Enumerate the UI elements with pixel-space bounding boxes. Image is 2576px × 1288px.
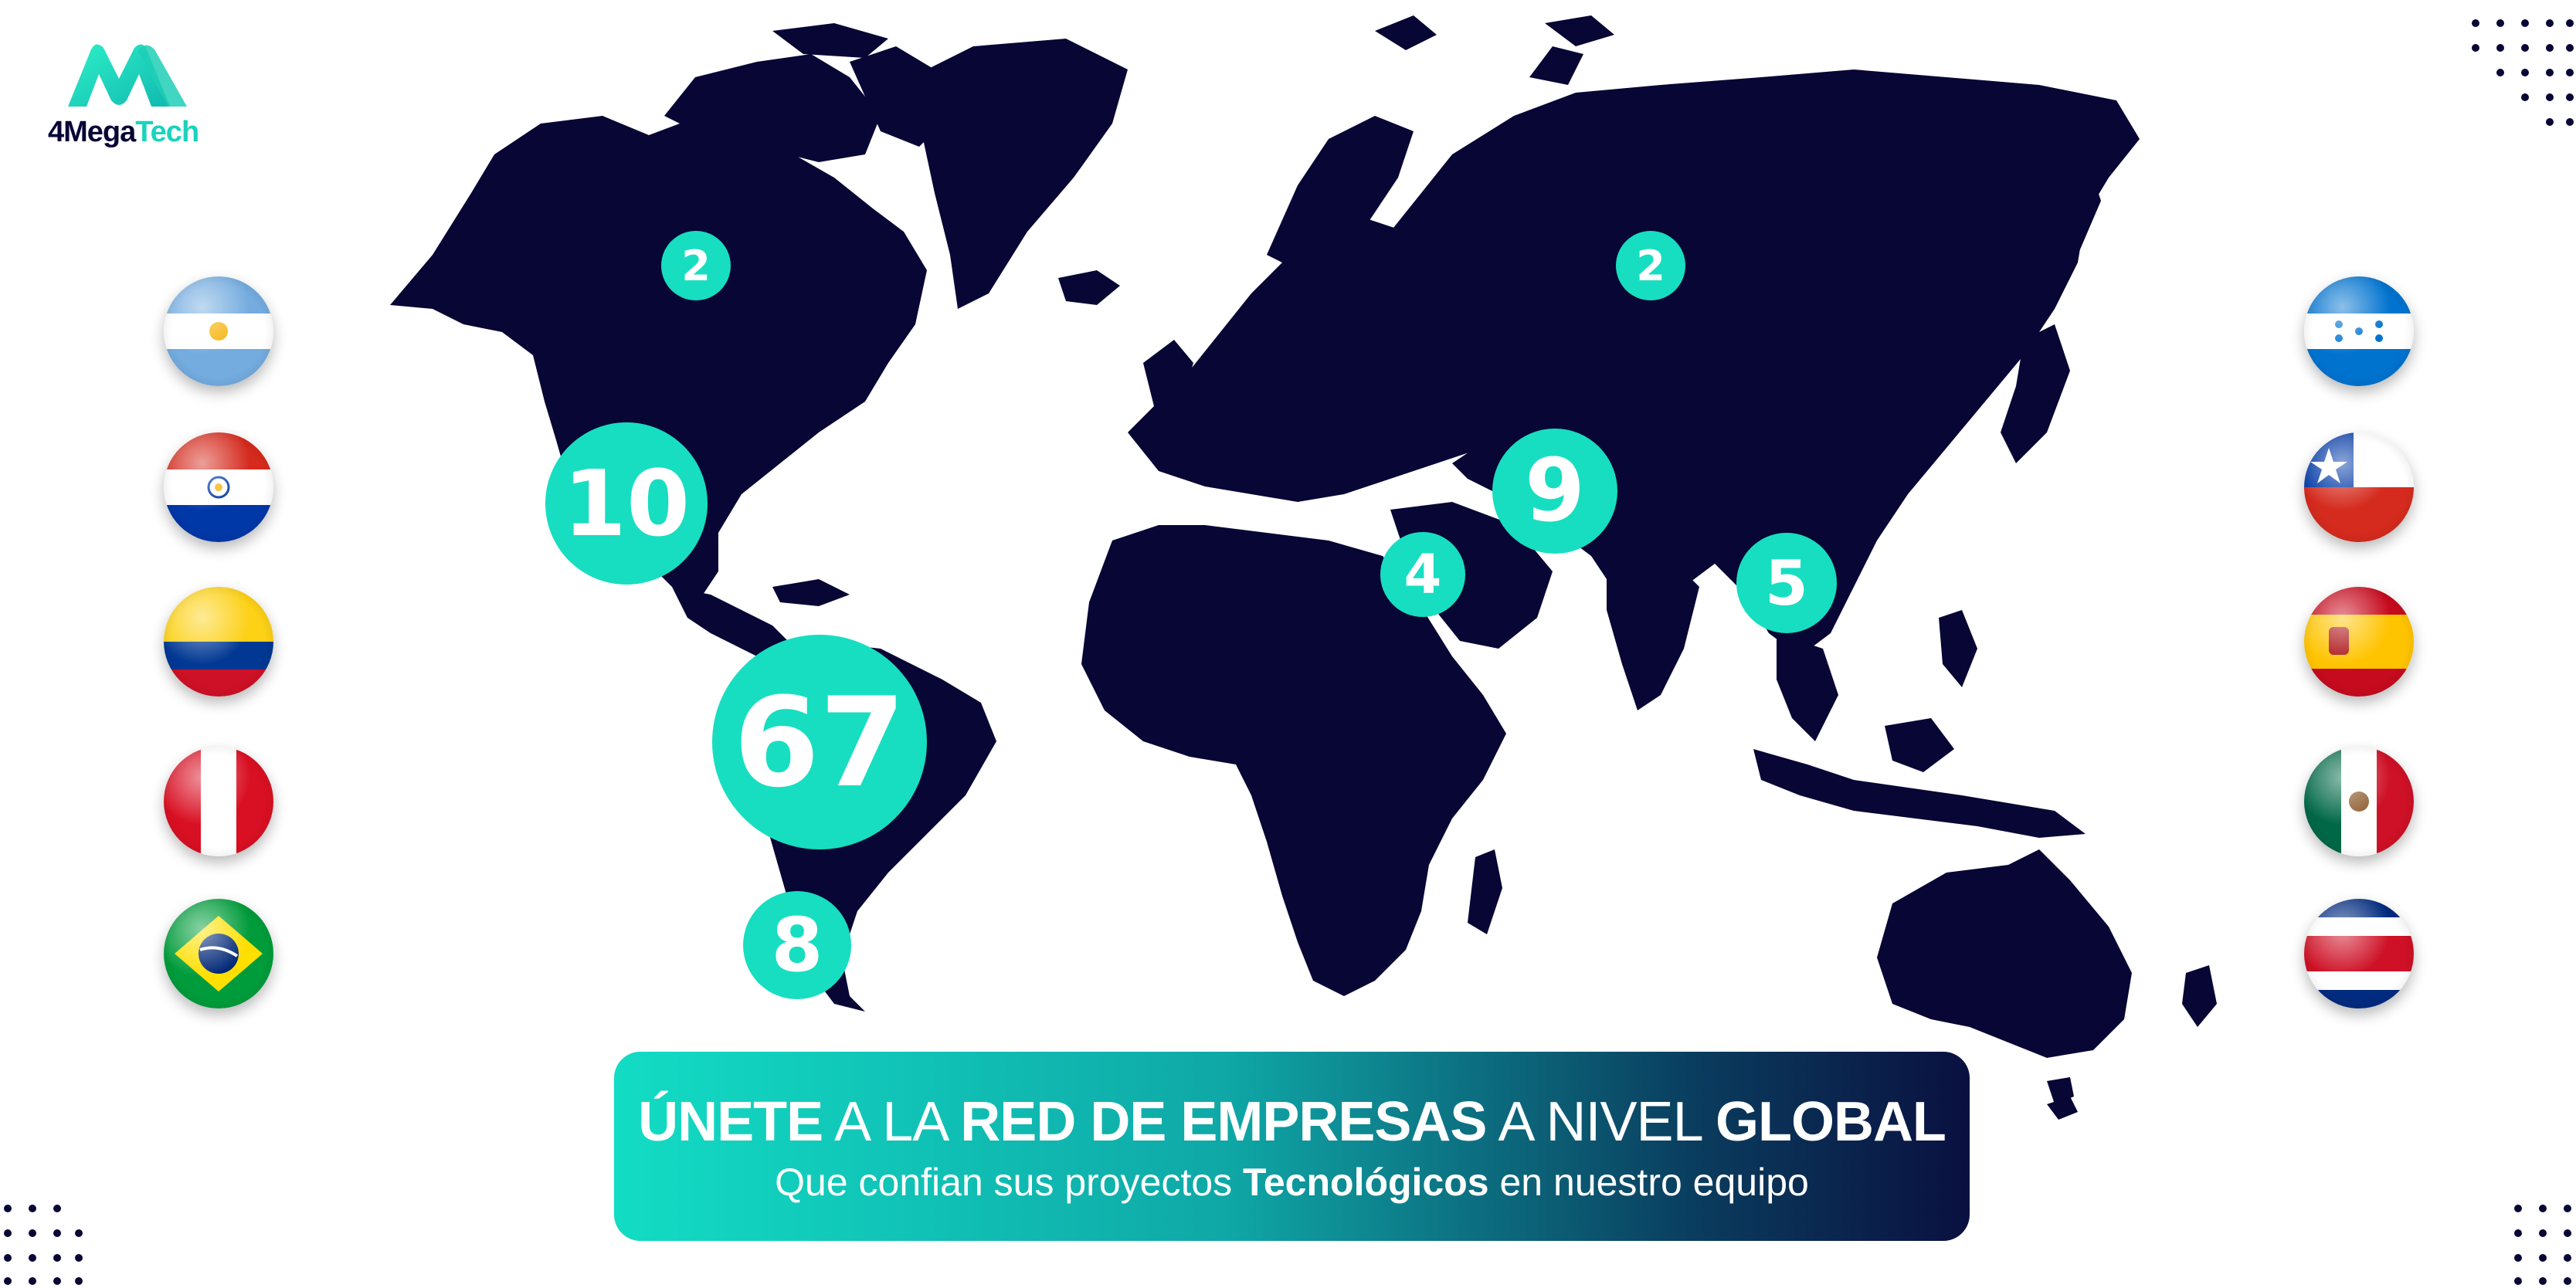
headline-word-global: GLOBAL	[1715, 1091, 1946, 1153]
brand-logo: 4MegaTech	[48, 39, 218, 154]
bubble-russia: 2	[1616, 231, 1685, 300]
subheadline-part1: Que confian sus proyectos	[775, 1161, 1244, 1204]
brand-name-part1: 4Mega	[48, 116, 136, 148]
central-america-shape	[672, 587, 796, 664]
peru-flag	[164, 747, 273, 856]
dots-bottom-right-icon	[2514, 1205, 2571, 1285]
headline-word-unete: ÚNETE	[638, 1091, 823, 1153]
honduras-flag	[2304, 276, 2414, 386]
bubble-canada: 2	[661, 231, 731, 300]
argentina-flag	[164, 276, 273, 386]
subheadline-bold: Tecnológicos	[1243, 1161, 1489, 1204]
spain-flag	[2304, 587, 2414, 697]
cta-banner: ÚNETE A LA RED DE EMPRESAS A NIVEL GLOBA…	[614, 1052, 1970, 1241]
headline-word-a-la: A LA	[823, 1091, 961, 1153]
bubble-central-asia: 9	[1492, 429, 1617, 554]
africa-shape	[1081, 525, 1506, 996]
logo-mark-icon	[68, 44, 187, 107]
colombia-flag	[164, 587, 273, 697]
paraguay-flag	[164, 432, 273, 542]
chile-flag	[2304, 432, 2414, 542]
europe-shape	[1128, 216, 1529, 502]
bubble-usa: 10	[545, 422, 708, 585]
dots-top-right-icon	[2472, 19, 2574, 126]
bubble-china: 5	[1736, 533, 1837, 633]
mexico-flag	[2304, 747, 2414, 856]
india-shape	[1607, 541, 1699, 710]
bubble-south-america: 67	[712, 635, 927, 849]
banner-headline: ÚNETE A LA RED DE EMPRESAS A NIVEL GLOBA…	[614, 1090, 1970, 1154]
greenland-shape	[911, 39, 1128, 309]
brand-name: 4MegaTech	[48, 116, 199, 149]
north-america-shape	[390, 116, 927, 595]
costa-rica-flag	[2304, 899, 2414, 1008]
subheadline-part3: en nuestro equipo	[1488, 1161, 1809, 1204]
brazil-flag	[164, 899, 273, 1008]
banner-subheadline: Que confian sus proyectos Tecnológicos e…	[614, 1160, 1970, 1205]
headline-word-a-nivel: A NIVEL	[1486, 1091, 1716, 1153]
australia-shape	[1877, 849, 2132, 1058]
bubble-southern-cone: 8	[743, 891, 851, 999]
headline-word-red: RED DE EMPRESAS	[960, 1091, 1487, 1153]
bubble-middle-east: 4	[1380, 532, 1465, 617]
brand-name-part2: Tech	[135, 116, 199, 148]
dots-bottom-left-icon	[4, 1205, 83, 1285]
